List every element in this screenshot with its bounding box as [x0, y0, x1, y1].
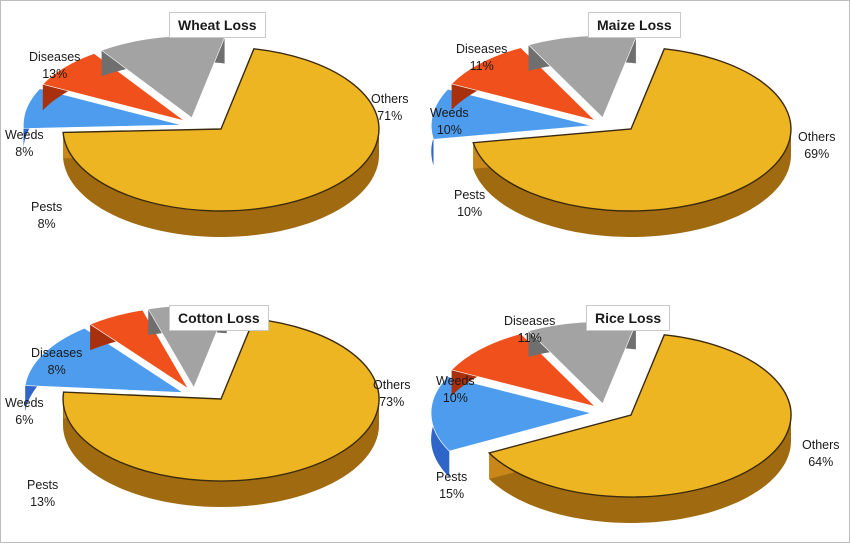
slice-label-others: Others 71% [371, 91, 409, 125]
slice-label-value: 8% [47, 363, 66, 377]
slice-label-pests: Pests 13% [27, 477, 58, 511]
slice-label-value: 11% [517, 331, 542, 345]
slice-label-weeds: Weeds 8% [5, 127, 44, 161]
slice-label-value: 6% [15, 413, 34, 427]
chart-title: Cotton Loss [169, 305, 269, 331]
slice-others [62, 48, 380, 212]
slice-label-name: Pests [27, 478, 59, 492]
cotton-panel: Cotton Loss Diseases 8% Weeds 6% Pests 1… [1, 273, 426, 544]
wheat-panel: Wheat Loss Diseases 13% Weeds 8% Pests 8… [1, 1, 426, 272]
slice-weeds [451, 333, 596, 407]
slice-label-weeds: Weeds 6% [5, 395, 44, 429]
slice-label-name: Others [371, 92, 409, 106]
slice-weeds [451, 47, 596, 121]
slice-label-value: 8% [15, 145, 34, 159]
slice-pests [430, 88, 592, 140]
rice-panel: Rice Loss Diseases 11% Weeds 10% Pests 1… [426, 273, 850, 544]
slice-label-value: 10% [442, 391, 468, 405]
pie-chart [24, 305, 380, 507]
chart-title: Maize Loss [588, 12, 681, 38]
slice-label-diseases: Diseases 11% [456, 41, 507, 75]
slice-label-value: 69% [804, 147, 830, 161]
slice-label-pests: Pests 15% [436, 469, 467, 503]
slice-label-value: 11% [469, 59, 494, 73]
slice-label-value: 73% [379, 395, 405, 409]
slice-label-diseases: Diseases 8% [31, 345, 82, 379]
slice-label-name: Weeds [430, 106, 469, 120]
slice-side-others [473, 129, 791, 237]
slice-label-name: Diseases [504, 314, 556, 328]
slice-pests [24, 327, 184, 393]
maize-panel: Maize Loss Diseases 11% Weeds 10% Pests … [426, 1, 850, 272]
slice-label-others: Others 64% [802, 437, 840, 471]
slice-label-name: Diseases [456, 42, 508, 56]
slice-label-others: Others 73% [373, 377, 411, 411]
slice-label-value: 10% [457, 205, 483, 219]
slice-label-name: Pests [454, 188, 486, 202]
slice-label-weeds: Weeds 10% [436, 373, 475, 407]
slice-label-pests: Pests 8% [31, 199, 62, 233]
slice-others [472, 48, 792, 212]
slice-label-diseases: Diseases 13% [29, 49, 80, 83]
slice-label-value: 71% [377, 109, 403, 123]
pie-chart [23, 35, 380, 237]
slice-label-value: 15% [439, 487, 465, 501]
slice-weeds [42, 53, 185, 122]
slice-weeds [89, 309, 189, 389]
slice-label-diseases: Diseases 11% [504, 313, 555, 347]
slice-pests [430, 376, 593, 452]
slice-side-others [489, 415, 791, 523]
slice-label-value: 64% [808, 455, 834, 469]
slice-label-name: Pests [31, 200, 63, 214]
pie-chart [430, 321, 792, 523]
slice-others [487, 334, 792, 498]
slice-label-name: Weeds [5, 396, 44, 410]
chart-title: Wheat Loss [169, 12, 266, 38]
slice-side-others [63, 129, 379, 237]
slice-label-weeds: Weeds 10% [430, 105, 469, 139]
slice-label-pests: Pests 10% [454, 187, 485, 221]
slice-label-name: Weeds [5, 128, 44, 142]
slice-label-name: Pests [436, 470, 468, 484]
slice-label-others: Others 69% [798, 129, 836, 163]
slice-label-value: 8% [37, 217, 56, 231]
slice-label-value: 10% [436, 123, 462, 137]
chart-title: Rice Loss [586, 305, 671, 331]
pie-chart [430, 35, 792, 237]
slice-pests [23, 88, 182, 129]
slice-label-name: Others [798, 130, 836, 144]
slice-label-name: Weeds [436, 374, 475, 388]
slice-others [62, 318, 380, 482]
slice-label-name: Diseases [29, 50, 81, 64]
slice-label-name: Diseases [31, 346, 83, 360]
slice-label-name: Others [802, 438, 840, 452]
slice-side-others [63, 399, 379, 507]
slice-label-value: 13% [42, 67, 68, 81]
slice-label-value: 13% [30, 495, 56, 509]
slice-label-name: Others [373, 378, 411, 392]
